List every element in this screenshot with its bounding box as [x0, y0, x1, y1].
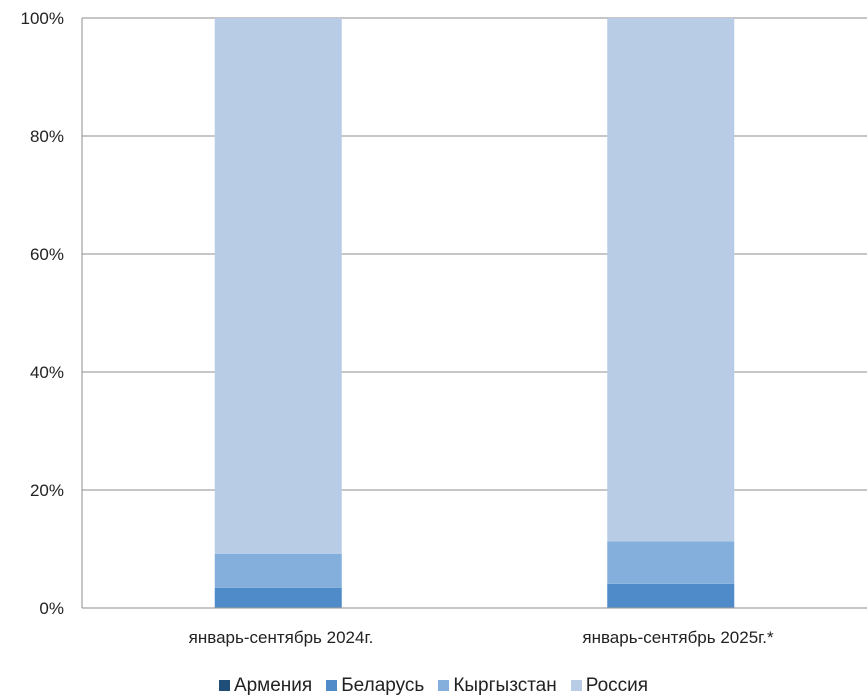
- legend-label: Россия: [585, 675, 649, 696]
- legend-swatch: [326, 680, 338, 691]
- axes: [81, 18, 867, 609]
- y-tick-label: 60%: [30, 245, 64, 264]
- legend-item-kyrgyzstan: Кыргызстан: [438, 675, 557, 697]
- bars: [214, 18, 735, 608]
- legend-swatch: [570, 680, 582, 691]
- legend-label: Армения: [233, 675, 313, 696]
- gridlines: [82, 17, 867, 491]
- y-tick-label: 100%: [21, 9, 64, 28]
- y-tick-label: 80%: [30, 127, 64, 146]
- bar-segment: [607, 583, 735, 608]
- legend-swatch: [438, 680, 450, 691]
- legend-item-armenia: Армения: [218, 675, 313, 697]
- bar-segment: [214, 553, 342, 588]
- legend-label: Беларусь: [341, 675, 425, 696]
- x-tick-labels: январь-сентябрь 2024г. январь-сентябрь 2…: [189, 628, 774, 647]
- bar-segment: [607, 18, 735, 542]
- x-tick-label: январь-сентябрь 2024г.: [189, 628, 374, 647]
- legend: Армения Беларусь Кыргызстан Россия: [0, 675, 867, 697]
- bar-segment: [214, 587, 342, 608]
- legend-item-belarus: Беларусь: [326, 675, 424, 697]
- y-tick-label: 40%: [30, 363, 64, 382]
- y-tick-labels: 0% 20% 40% 60% 80% 100%: [21, 9, 64, 618]
- y-tick-label: 20%: [30, 481, 64, 500]
- y-tick-label: 0%: [39, 599, 64, 618]
- legend-label: Кыргызстан: [453, 675, 557, 696]
- bar-segment: [607, 541, 735, 584]
- legend-swatch: [218, 680, 230, 691]
- bar-segment: [214, 18, 342, 554]
- x-tick-label: январь-сентябрь 2025г.*: [582, 628, 774, 647]
- legend-item-russia: Россия: [570, 675, 649, 697]
